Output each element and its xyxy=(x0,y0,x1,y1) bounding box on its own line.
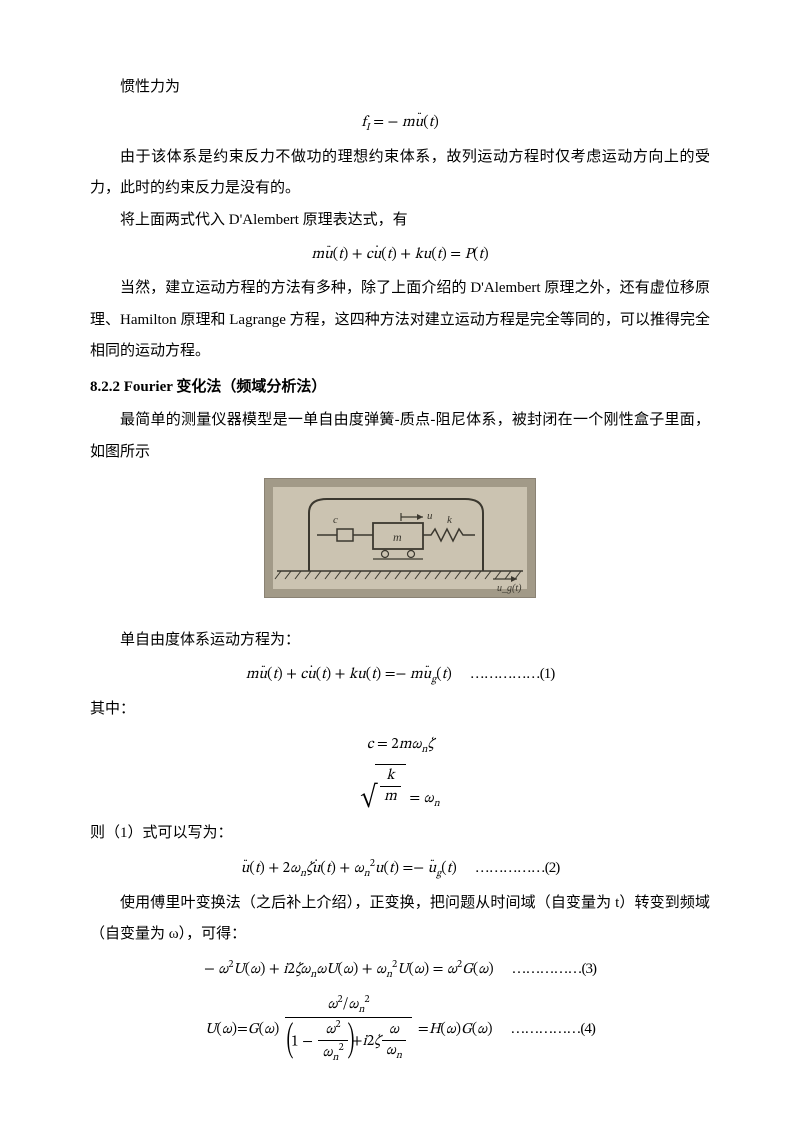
equation-tag-3: ……………(3) xyxy=(512,954,597,986)
equation-2: u..(t) + 2ωnζu.(t) + ωn2u(t) =− u..g(t) … xyxy=(90,852,710,886)
paragraph-eom: 单自由度体系运动方程为： xyxy=(90,625,710,657)
equation-1: mu..(t) + cu.(t) + ku(t) =− mu..g(t) ………… xyxy=(90,658,710,692)
equation-4: U(ω) = G(ω) ω2/ωn2 ( 1 − ω2ωn2 ) + i2ζ ω… xyxy=(90,993,710,1066)
paragraph-methods: 当然，建立运动方程的方法有多种，除了上面介绍的 D'Alembert 原理之外，… xyxy=(90,273,710,368)
equation-omega-def: √km = ωn xyxy=(90,764,710,817)
paragraph-fourier: 使用傅里叶变换法（之后补上介绍），正变换，把问题从时间域（自变量为 t）转变到频… xyxy=(90,888,710,951)
paragraph-where: 其中： xyxy=(90,694,710,726)
equation-tag-2: ……………(2) xyxy=(475,853,560,885)
equation-c-def: c = 2mωnζ xyxy=(90,728,710,762)
figure-sdof-box: c m k u u_g(t) xyxy=(90,478,710,611)
svg-text:u_g(t): u_g(t) xyxy=(497,583,522,594)
equation-tag-4: ……………(4) xyxy=(510,1014,595,1046)
section-heading-8-2-2: 8.2.2 Fourier 变化法（频域分析法） xyxy=(90,372,710,404)
equation-tag-1: ……………(1) xyxy=(470,659,555,691)
paragraph-sdof-intro: 最简单的测量仪器模型是一单自由度弹簧-质点-阻尼体系，被封闭在一个刚性盒子里面，… xyxy=(90,405,710,468)
svg-text:m: m xyxy=(393,530,402,544)
svg-text:u: u xyxy=(427,510,433,522)
paragraph-substitute: 将上面两式代入 D'Alembert 原理表达式，有 xyxy=(90,205,710,237)
svg-text:c: c xyxy=(333,514,338,526)
paragraph-rewrite: 则（1）式可以写为： xyxy=(90,818,710,850)
paragraph-constraint: 由于该体系是约束反力不做功的理想约束体系，故列运动方程时仅考虑运动方向上的受力，… xyxy=(90,142,710,205)
equation-3: − ω2U(ω) + i2ζωnωU(ω) + ωn2U(ω) = ω2G(ω)… xyxy=(90,953,710,987)
equation-motion: mu..(t) + cu.(t) + ku(t) = P(t) xyxy=(90,238,710,271)
equation-inertial-force: fI = − mu..(t) xyxy=(90,106,710,140)
paragraph-inertial-force: 惯性力为 xyxy=(90,72,710,104)
